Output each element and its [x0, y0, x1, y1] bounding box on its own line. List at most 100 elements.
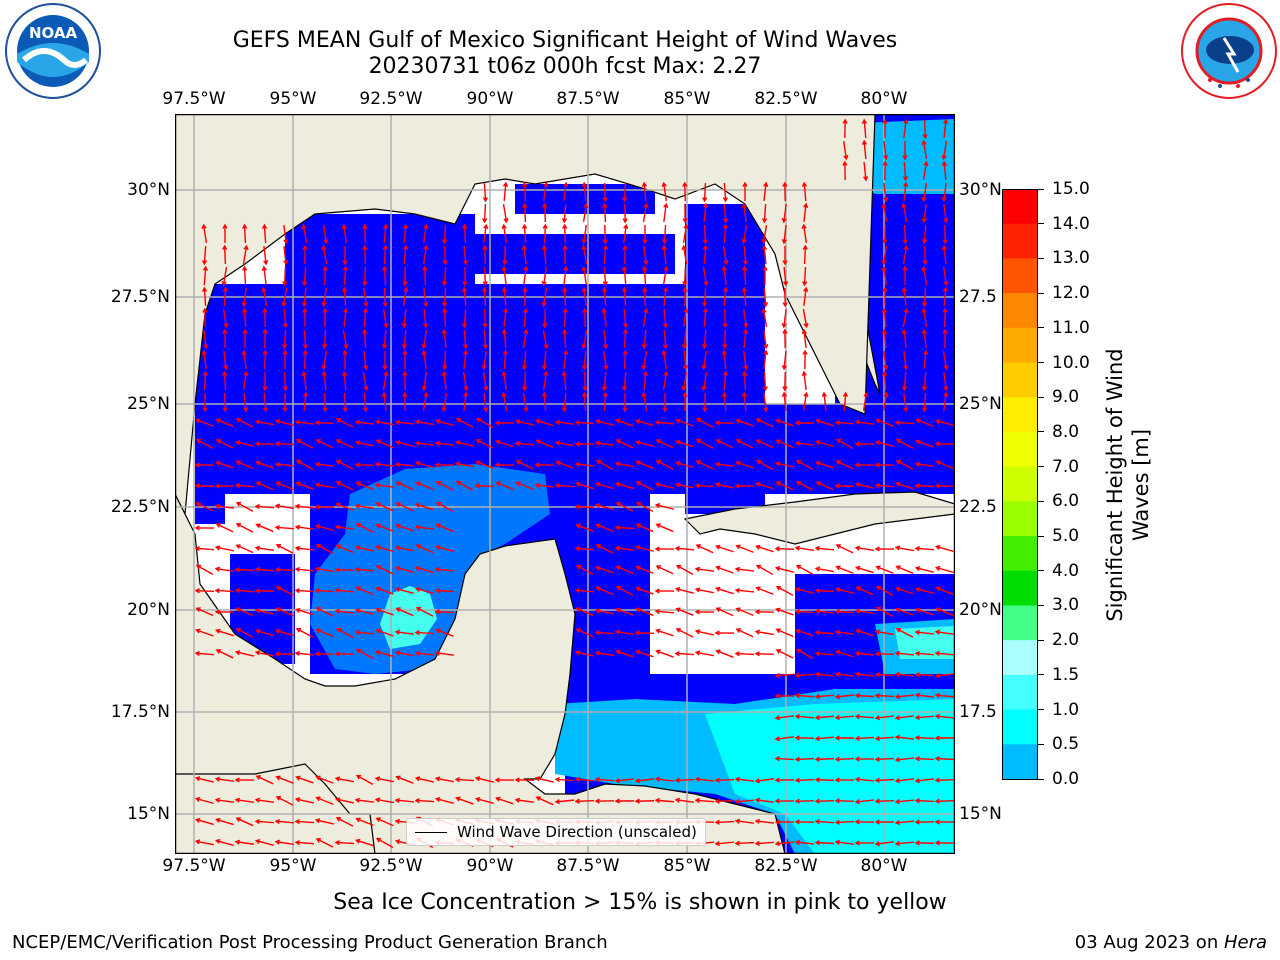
wave-direction-arrow: [835, 438, 854, 450]
wave-direction-arrow: [342, 265, 349, 286]
wave-direction-arrow: [234, 567, 255, 573]
wave-direction-arrow: [254, 608, 274, 615]
wave-direction-arrow: [702, 307, 709, 328]
wave-direction-arrow: [394, 565, 414, 574]
wave-direction-arrow: [235, 627, 254, 638]
wave-direction-arrow: [934, 756, 955, 762]
colorbar-tick-label: 11.0: [1052, 317, 1090, 338]
colorbar-tick-mark: [1038, 639, 1044, 641]
wave-direction-arrow: [295, 627, 314, 638]
wave-direction-arrow: [402, 349, 408, 370]
wave-direction-arrow: [395, 607, 414, 617]
lon-tick-label-bottom: 90°W: [466, 856, 514, 876]
wave-direction-arrow: [834, 419, 855, 426]
wave-direction-arrow: [874, 819, 895, 825]
wave-direction-arrow: [501, 370, 507, 391]
wave-direction-arrow: [715, 607, 734, 617]
wave-direction-arrow: [755, 459, 774, 471]
wave-direction-arrow: [715, 565, 734, 574]
wave-direction-arrow: [722, 246, 729, 266]
wave-direction-arrow: [501, 223, 508, 244]
wave-direction-arrow: [775, 481, 794, 491]
wave-direction-arrow: [735, 628, 754, 638]
wave-direction-arrow: [302, 349, 308, 370]
wave-direction-arrow: [635, 460, 654, 469]
wave-direction-arrow: [595, 523, 614, 533]
wave-direction-arrow: [782, 245, 788, 266]
wave-direction-arrow: [921, 139, 928, 159]
colorbar-band: [1002, 744, 1038, 780]
wave-direction-arrow: [295, 438, 314, 449]
wave-direction-arrow: [394, 650, 414, 657]
wave-direction-arrow: [801, 181, 808, 202]
wave-direction-arrow: [194, 525, 215, 531]
wave-direction-arrow: [254, 503, 275, 510]
wave-direction-arrow: [314, 461, 335, 467]
wave-direction-arrow: [362, 328, 368, 349]
wave-direction-arrow: [275, 628, 294, 637]
wave-direction-arrow: [894, 757, 915, 763]
wave-direction-arrow: [802, 391, 809, 411]
wave-direction-arrow: [614, 778, 635, 784]
wave-direction-arrow: [301, 266, 308, 287]
wave-direction-arrow: [782, 328, 788, 349]
wave-direction-arrow: [582, 202, 589, 222]
wave-direction-arrow: [535, 439, 554, 449]
wave-direction-arrow: [874, 651, 895, 657]
wave-direction-arrow: [275, 775, 294, 784]
wave-direction-arrow: [914, 756, 935, 762]
wave-direction-arrow: [881, 202, 888, 222]
wave-direction-arrow: [914, 566, 934, 573]
wave-direction-arrow: [641, 351, 648, 371]
wave-direction-arrow: [654, 419, 675, 426]
wave-direction-arrow: [602, 286, 608, 307]
wave-direction-arrow: [895, 586, 914, 595]
wave-direction-arrow: [335, 502, 354, 511]
wave-direction-arrow: [202, 265, 209, 286]
wave-direction-arrow: [595, 481, 614, 490]
wave-direction-arrow: [414, 419, 434, 426]
wave-direction-arrow: [902, 140, 908, 161]
wave-direction-arrow: [642, 370, 649, 391]
wave-direction-arrow: [762, 265, 768, 286]
wave-direction-arrow: [734, 587, 755, 594]
lat-tick-label-left: 20°N: [127, 600, 170, 620]
wave-direction-arrow: [315, 607, 334, 617]
wave-direction-arrow: [794, 609, 815, 615]
colorbar-tick-mark: [1038, 362, 1044, 364]
wave-direction-arrow: [634, 630, 655, 636]
wave-direction-arrow: [614, 545, 635, 551]
wave-direction-arrow: [934, 840, 955, 846]
wave-direction-arrow: [203, 329, 209, 350]
wave-direction-arrow: [235, 460, 254, 470]
wave-direction-arrow: [275, 586, 294, 596]
wave-direction-arrow: [721, 391, 728, 412]
wave-direction-arrow: [554, 419, 575, 425]
lon-tick-label-bottom: 97.5°W: [162, 856, 226, 876]
wave-direction-arrow: [682, 266, 688, 287]
wave-direction-arrow: [234, 777, 255, 783]
wave-direction-arrow: [594, 630, 615, 636]
wave-direction-arrow: [462, 349, 469, 370]
wave-direction-arrow: [842, 118, 848, 139]
wave-direction-arrow: [434, 609, 455, 615]
wave-direction-arrow: [354, 545, 374, 552]
wave-direction-arrow: [695, 417, 714, 428]
wave-direction-arrow: [855, 628, 874, 637]
wave-direction-arrow: [602, 224, 608, 245]
wave-direction-arrow: [554, 776, 575, 783]
wave-direction-arrow: [341, 370, 348, 391]
wave-direction-arrow: [314, 566, 334, 573]
wave-direction-arrow: [874, 693, 895, 699]
wave-direction-arrow: [794, 839, 815, 845]
wave-direction-arrow: [714, 461, 735, 467]
colorbar-band: [1002, 293, 1038, 329]
wave-direction-arrow: [294, 524, 315, 530]
colorbar-label-line2: Waves [m]: [1129, 428, 1153, 542]
wave-direction-arrow: [342, 307, 349, 328]
wave-direction-arrow: [235, 417, 254, 428]
wave-direction-arrow: [761, 203, 768, 224]
wave-direction-arrow: [814, 671, 835, 677]
wave-direction-arrow: [594, 798, 615, 804]
wave-direction-arrow: [415, 481, 434, 491]
